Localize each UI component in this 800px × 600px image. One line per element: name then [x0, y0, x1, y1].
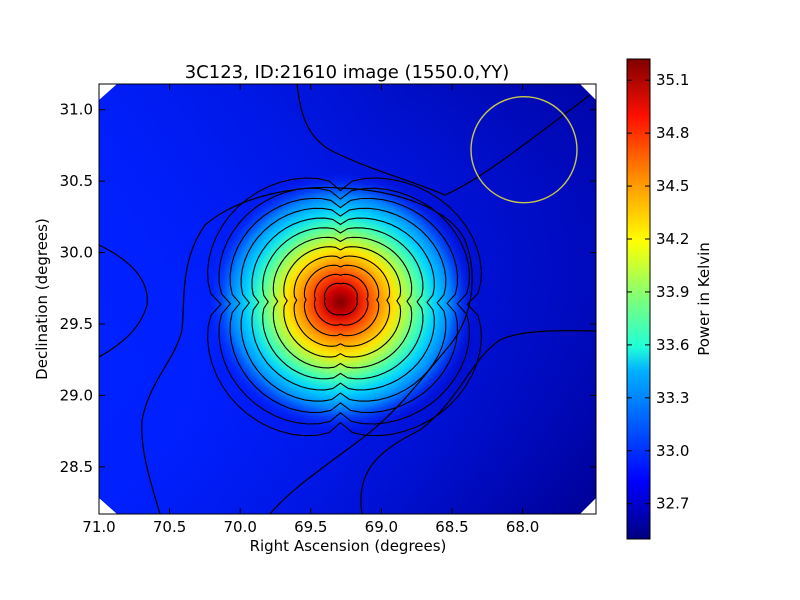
plot-frame — [98, 83, 597, 515]
x-tick-label: 69.5 — [294, 518, 327, 536]
x-tick-label: 70.0 — [223, 518, 256, 536]
y-tick-label: 29.0 — [60, 386, 93, 404]
contour-line — [207, 177, 482, 437]
colorbar-tick-label: 33.0 — [656, 442, 689, 460]
corner-mask-top-left — [99, 84, 117, 100]
colorbar-label: Power in Kelvin — [695, 242, 713, 356]
y-tick-label: 29.5 — [60, 315, 93, 333]
contour-line — [323, 282, 358, 316]
contour-line — [218, 187, 470, 425]
y-tick-label: 31.0 — [60, 101, 93, 119]
y-tick-label: 28.5 — [60, 458, 93, 476]
corner-mask-bottom-left — [99, 498, 117, 514]
colorbar-tick-label: 33.3 — [656, 389, 689, 407]
corner-mask-top-right — [580, 84, 596, 100]
x-tick-label: 69.0 — [365, 518, 398, 536]
contour-line — [272, 236, 413, 369]
contour-line — [240, 207, 447, 402]
contour-outer-south — [141, 186, 473, 514]
contour-line — [229, 197, 459, 414]
y-axis-ticks: 28.5 29.0 29.5 30.0 30.5 31.0 — [60, 101, 596, 476]
x-axis-ticks: 71.0 70.5 70.0 69.5 69.0 68.5 68.0 — [82, 84, 539, 536]
contour-line — [262, 227, 424, 380]
corner-mask-bottom-right — [580, 498, 596, 514]
x-tick-label: 71.0 — [82, 518, 115, 536]
y-axis-label: Declination (degrees) — [33, 218, 51, 380]
colorbar: 32.7 33.0 33.3 33.6 33.9 34.2 34.5 34.8 35.1 Pow… — [626, 58, 713, 540]
colorbar-tick-label: 35.1 — [656, 71, 689, 89]
contour-outer-south-east — [360, 329, 596, 514]
colorbar-tick-label: 32.7 — [656, 495, 689, 513]
colorbar-gradient — [626, 58, 651, 540]
contour-line — [303, 264, 380, 337]
contour-line — [251, 217, 435, 391]
x-tick-label: 70.5 — [153, 518, 186, 536]
x-axis-label: Right Ascension (degrees) — [250, 537, 447, 555]
chart-title: 3C123, ID:21610 image (1550.0,YY) — [185, 62, 510, 83]
colorbar-tick-label: 34.8 — [656, 124, 689, 142]
colorbar-tick-label: 33.9 — [656, 283, 689, 301]
colorbar-tick-label: 33.6 — [656, 336, 689, 354]
colorbar-ticks: 32.7 33.0 33.3 33.6 33.9 34.2 34.5 34.8 35.1 — [627, 71, 689, 513]
x-tick-label: 68.0 — [506, 518, 539, 536]
colorbar-tick-label: 34.2 — [656, 230, 689, 248]
contour-line — [283, 246, 402, 358]
contour-outer-north — [296, 84, 591, 196]
contour-lines — [207, 177, 482, 437]
y-tick-label: 30.5 — [60, 172, 93, 190]
beam-circle — [470, 96, 578, 204]
contour-outer-west — [99, 244, 148, 358]
plot-area — [99, 84, 596, 514]
contour-line — [313, 273, 369, 326]
x-tick-label: 68.5 — [435, 518, 468, 536]
colorbar-tick-label: 34.5 — [656, 177, 689, 195]
y-tick-label: 30.0 — [60, 244, 93, 262]
contour-line — [293, 255, 391, 347]
